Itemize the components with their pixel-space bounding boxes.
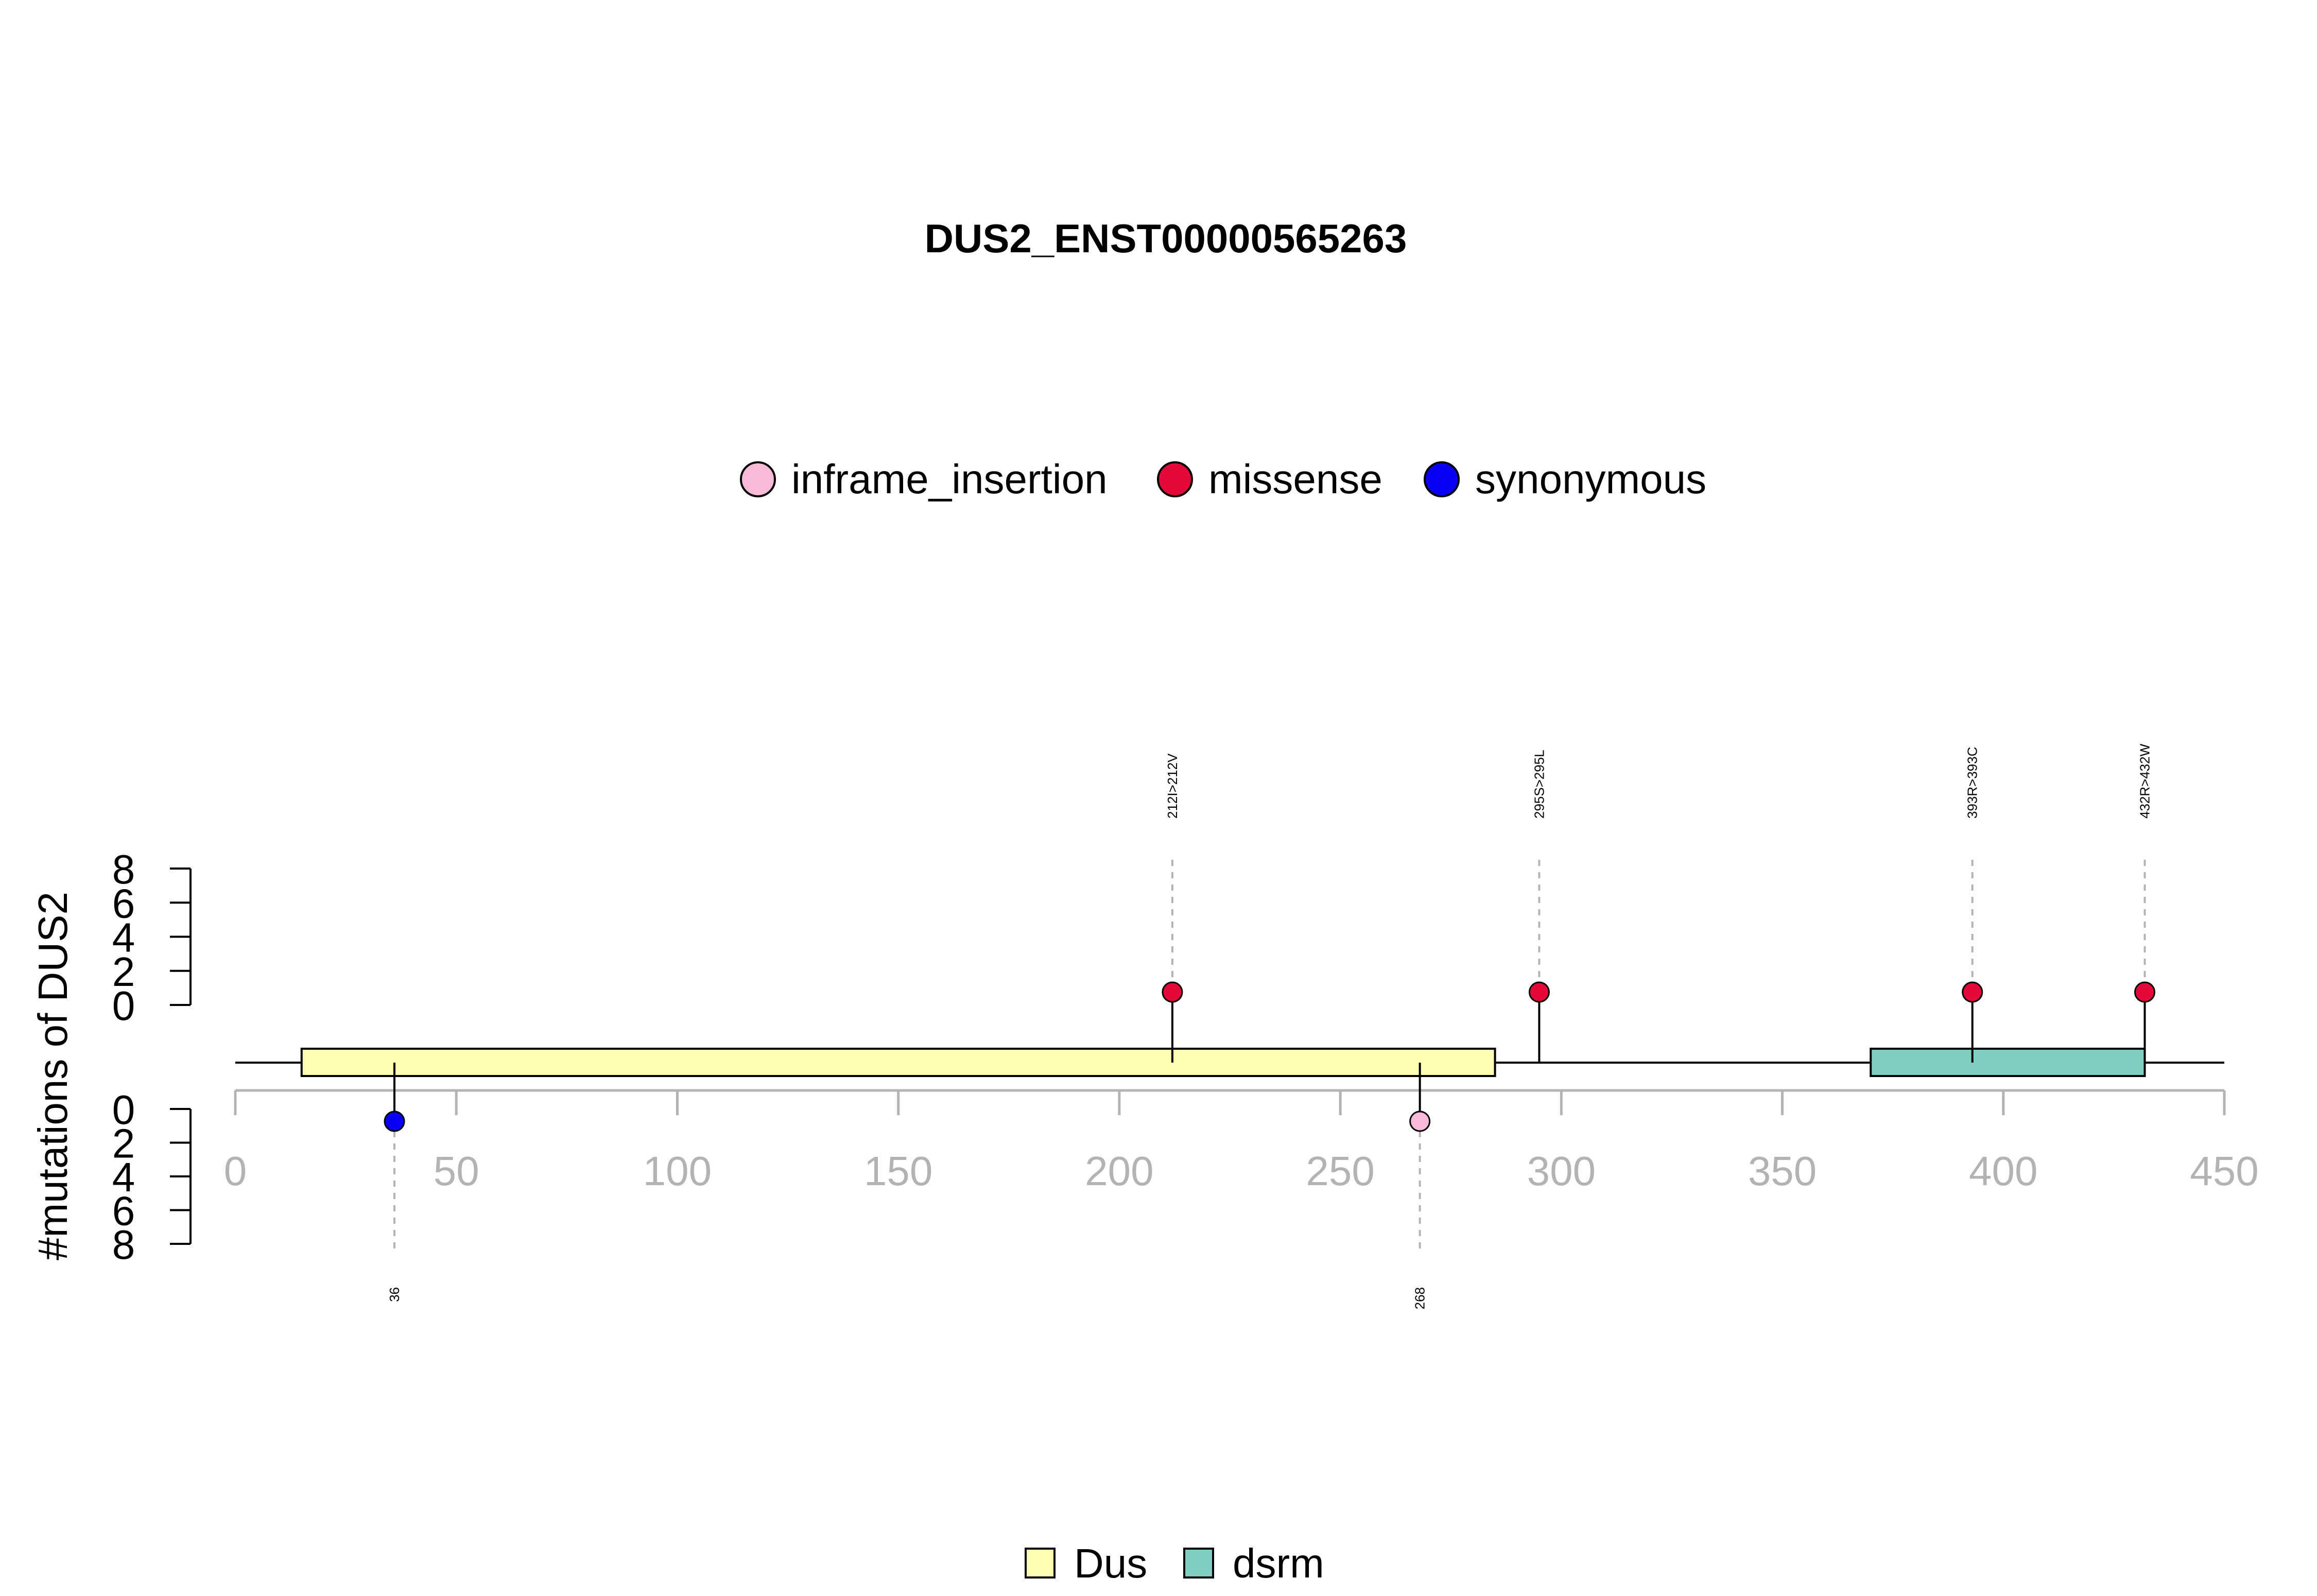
- x-tick-label: 300: [1527, 1148, 1596, 1194]
- legend-label: inframe_insertion: [791, 456, 1108, 502]
- mutation-label: 432R>432W: [2137, 743, 2152, 819]
- y-tick-label-bottom: 2: [112, 1121, 135, 1167]
- y-tick-label-bottom: 4: [112, 1154, 135, 1200]
- x-tick-label: 100: [643, 1148, 712, 1194]
- x-tick-label: 450: [2190, 1148, 2258, 1194]
- mutation-label: 393R>393C: [1965, 747, 1980, 819]
- y-tick-label-top: 4: [112, 915, 135, 961]
- legend-label: synonymous: [1475, 456, 1706, 502]
- mutation-labels: 36 212I>212V 268 295S>295L 393R>393C 432R>432…: [387, 743, 2152, 1309]
- domain-legend-swatch: [1183, 1548, 1214, 1578]
- mutation-points: [384, 981, 2155, 1132]
- domain-legend: Dus dsrm: [1025, 1540, 1324, 1586]
- legend-label: missense: [1208, 456, 1382, 502]
- legend-marker: [1157, 461, 1193, 497]
- domain-legend-swatch: [1025, 1548, 1056, 1578]
- x-tick-label: 250: [1306, 1148, 1374, 1194]
- mutation-legend: inframe_insertion missense synonymous: [740, 456, 1706, 502]
- chart-title: DUS2_ENST00000565263: [925, 216, 1407, 261]
- y-tick-label-top: 8: [112, 846, 135, 892]
- mutation-point-inframe_insertion: [1409, 1111, 1431, 1132]
- domain-dsrm: [1870, 1048, 2146, 1077]
- y-tick-label-top: 2: [112, 949, 135, 995]
- y-tick-label-top: 6: [112, 880, 135, 926]
- domain-legend-label: dsrm: [1233, 1540, 1324, 1586]
- x-tick-label: 200: [1085, 1148, 1153, 1194]
- mutation-label: 295S>295L: [1531, 750, 1547, 819]
- x-tick-label: 50: [434, 1148, 479, 1194]
- mutation-label: 212I>212V: [1165, 753, 1180, 819]
- x-tick-label: 0: [224, 1148, 247, 1194]
- x-tick-label: 150: [864, 1148, 932, 1194]
- y-tick-label-bottom: 6: [112, 1188, 135, 1234]
- domain-legend-label: Dus: [1074, 1540, 1147, 1586]
- mutation-label: 36: [387, 1287, 402, 1302]
- y-tick-label-bottom: 8: [112, 1222, 135, 1268]
- y-tick-label-top: 0: [112, 983, 135, 1029]
- mutation-guides: [393, 860, 2146, 1251]
- legend-marker: [1424, 461, 1460, 497]
- y-tick-label-bottom: 0: [112, 1087, 135, 1133]
- x-tick-label: 350: [1748, 1148, 1817, 1194]
- mutation-stems: [393, 1002, 2146, 1112]
- domain-dus: [300, 1048, 1496, 1077]
- mutation-point-missense: [1528, 981, 1550, 1003]
- mutation-point-missense: [1162, 981, 1183, 1003]
- legend-marker: [740, 461, 776, 497]
- mutation-point-missense: [1962, 981, 1983, 1003]
- y-axis-label: #mutations of DUS2: [30, 892, 76, 1260]
- mutation-label: 268: [1412, 1287, 1428, 1309]
- mutation-point-missense: [2134, 981, 2155, 1003]
- mutation-point-synonymous: [384, 1111, 405, 1132]
- x-axis: 0 50 100 150 200 250 300 350 400 450: [224, 1089, 2259, 1194]
- x-tick-label: 400: [1969, 1148, 2037, 1194]
